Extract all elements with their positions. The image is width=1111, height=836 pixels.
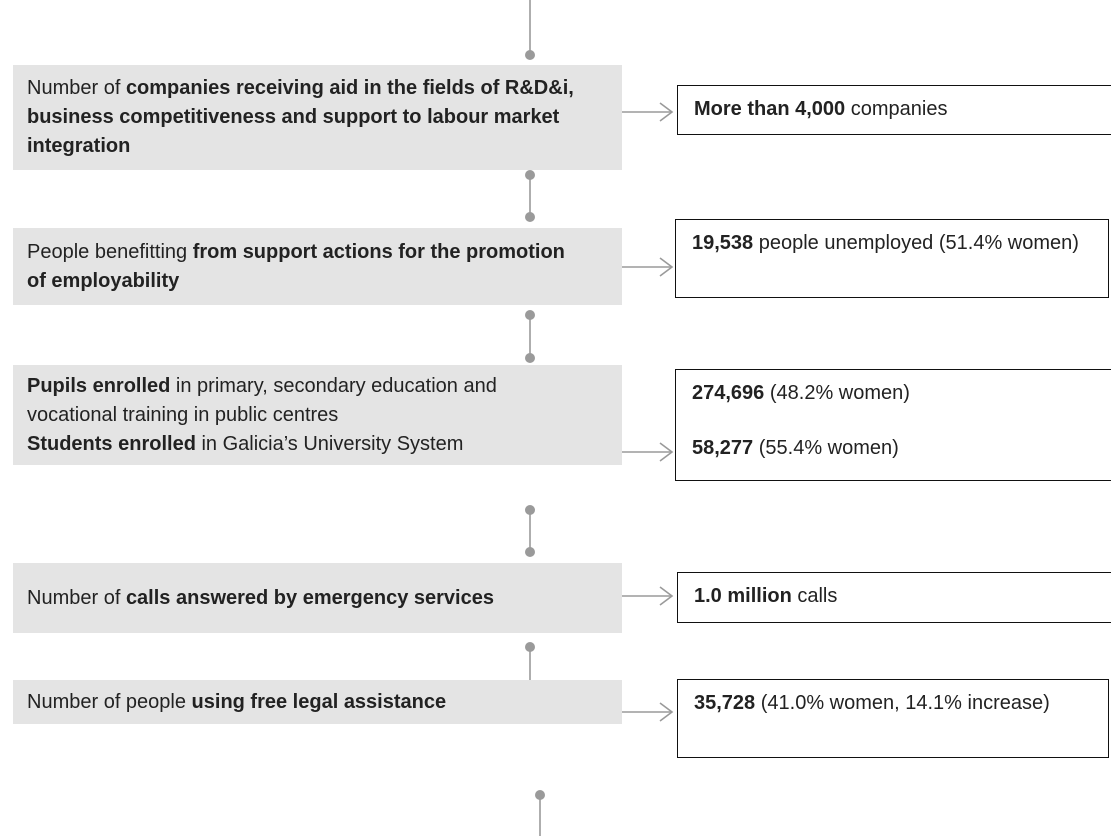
bold-text: calls answered by emergency services	[125, 586, 494, 609]
paragraph: 274,696 (48.2% women)	[692, 380, 1100, 407]
paragraph: Students enrolled in Galicia’s Universit…	[27, 430, 586, 459]
text: in Galicia’s University System	[195, 432, 464, 455]
result-box: 35,728 (41.0% women, 14.1% increase)	[677, 679, 1109, 758]
paragraph: Number of calls answered by emergency se…	[27, 584, 586, 613]
text: People benefitting	[27, 240, 193, 263]
text: people unemployed (51.4% women)	[753, 232, 1079, 254]
paragraph: People benefitting from support actions …	[27, 238, 586, 296]
paragraph: 19,538 people unemployed (51.4% women)	[692, 230, 1092, 257]
bold-text: 35,728	[694, 692, 756, 714]
indicator-box: Number of people using free legal assist…	[13, 680, 622, 724]
bold-text: 19,538	[692, 232, 754, 254]
bold-text: Students enrolled	[27, 432, 196, 455]
paragraph: 35,728 (41.0% women, 14.1% increase)	[694, 690, 1092, 717]
bold-text: companies receiving aid in the fields of…	[27, 77, 574, 157]
indicator-box: Number of calls answered by emergency se…	[13, 563, 622, 633]
text: calls	[791, 585, 838, 607]
paragraph: 58,277 (55.4% women)	[692, 435, 1100, 462]
indicator-box: People benefitting from support actions …	[13, 228, 622, 305]
paragraph: More than 4,000 companies	[694, 96, 1100, 123]
text: in primary, secondary education and voca…	[27, 374, 497, 426]
text: (41.0% women, 14.1% increase)	[755, 692, 1050, 714]
bold-text: 274,696	[692, 382, 765, 404]
text: Number of people	[27, 690, 192, 713]
text: (48.2% women)	[764, 382, 910, 404]
bold-text: from support actions for the promotion o…	[27, 240, 565, 292]
text: (55.4% women)	[753, 437, 899, 459]
bold-text: More than 4,000	[694, 98, 846, 120]
paragraph: 1.0 million calls	[694, 583, 1100, 610]
bold-text: 58,277	[692, 437, 754, 459]
paragraph: Pupils enrolled in primary, secondary ed…	[27, 372, 586, 430]
paragraph: Number of people using free legal assist…	[27, 688, 586, 717]
bold-text: using free legal assistance	[191, 690, 447, 713]
paragraph: Number of companies receiving aid in the…	[27, 74, 586, 161]
result-box: 274,696 (48.2% women) 58,277 (55.4% women…	[675, 369, 1111, 481]
bold-text: 1.0 million	[694, 585, 792, 607]
text: companies	[845, 98, 948, 120]
bold-text: Pupils enrolled	[27, 374, 171, 397]
indicator-box: Pupils enrolled in primary, secondary ed…	[13, 365, 622, 465]
result-box: More than 4,000 companies	[677, 85, 1111, 135]
text: Number of	[27, 77, 126, 99]
result-box: 1.0 million calls	[677, 572, 1111, 623]
result-box: 19,538 people unemployed (51.4% women)	[675, 219, 1109, 298]
text: Number of	[27, 586, 126, 609]
indicator-box: Number of companies receiving aid in the…	[13, 65, 622, 170]
